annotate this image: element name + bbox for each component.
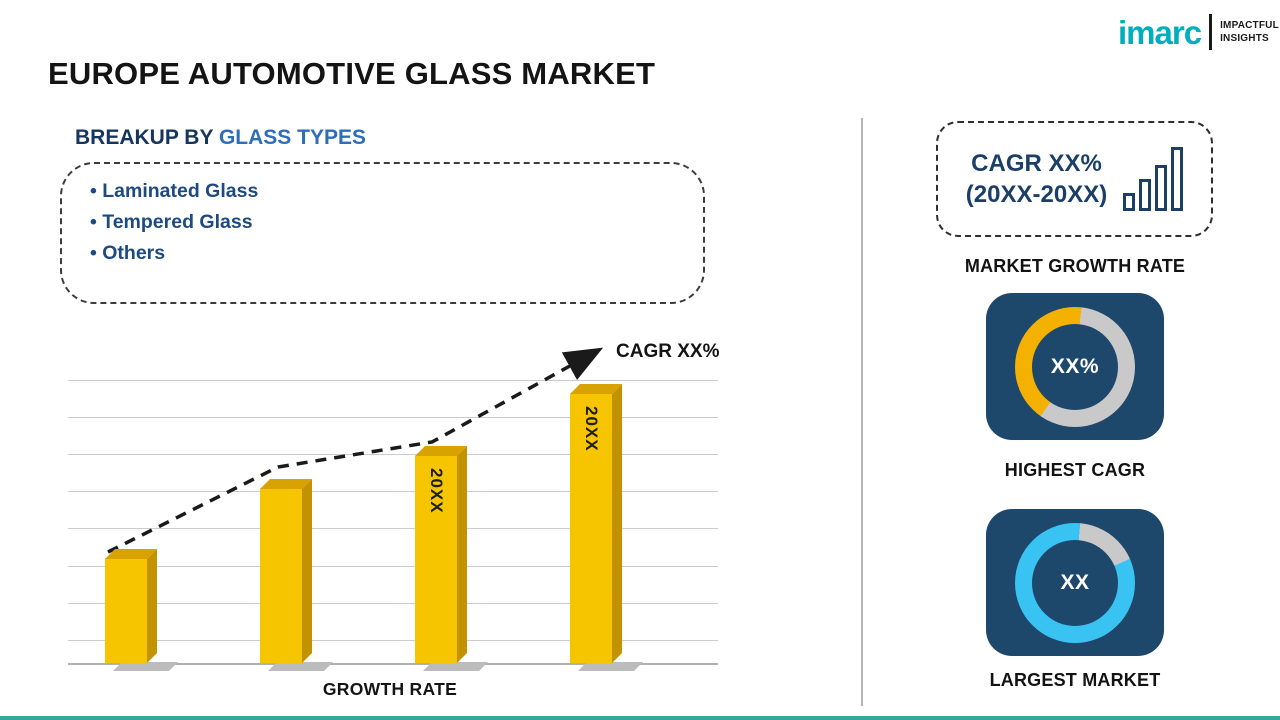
list-item: Others: [90, 238, 703, 269]
x-axis-line: [68, 663, 718, 665]
logo-tagline-line1: IMPACTFUL: [1220, 20, 1279, 31]
market-growth-card: CAGR XX% (20XX-20XX): [936, 121, 1213, 237]
bar-shadow: [268, 662, 333, 671]
gridline: [68, 639, 718, 641]
growth-card-text: CAGR XX% (20XX-20XX): [966, 148, 1107, 210]
largest-market-card: XX: [986, 509, 1164, 656]
bar-icon-segment: [1139, 179, 1152, 211]
largest-market-label: LARGEST MARKET: [989, 670, 1161, 690]
chart-bar: 20XX: [570, 394, 612, 663]
chart-bar: [260, 489, 302, 663]
logo-tagline: IMPACTFUL INSIGHTS: [1220, 19, 1279, 45]
trend-arrow: [107, 347, 604, 554]
gridline: [68, 602, 718, 604]
bar-icon-segment: [1123, 193, 1136, 211]
breakup-heading-prefix: BREAKUP BY: [75, 126, 219, 149]
market-growth-rate-label: MARKET GROWTH RATE: [964, 256, 1186, 276]
growth-card-line2: (20XX-20XX): [965, 181, 1108, 208]
highest-cagr-label: HIGHEST CAGR: [1004, 460, 1146, 480]
glass-types-box: Laminated GlassTempered GlassOthers: [60, 162, 705, 304]
breakup-heading: BREAKUP BY GLASS TYPES: [75, 126, 366, 150]
bottom-accent-bar: [0, 716, 1280, 720]
chart-bar: [105, 559, 147, 663]
page-title: EUROPE AUTOMOTIVE GLASS MARKET: [48, 56, 656, 91]
highest-cagr-card: XX%: [986, 293, 1164, 440]
bar-icon-segment: [1171, 147, 1184, 211]
bar-label: 20XX: [427, 468, 446, 514]
list-item: Tempered Glass: [90, 207, 703, 238]
logo-brand-text: imarc: [1118, 13, 1202, 51]
highest-cagr-donut: XX%: [1015, 306, 1135, 427]
x-axis-title: GROWTH RATE: [322, 679, 458, 699]
bar-shadow: [423, 662, 488, 671]
bar-chart-plot: 20XX 20XX: [60, 335, 760, 680]
vertical-divider: [861, 118, 863, 706]
glass-types-list: Laminated GlassTempered GlassOthers: [90, 176, 703, 269]
logo-tagline-line2: INSIGHTS: [1220, 33, 1269, 44]
logo-separator: [1209, 14, 1213, 50]
largest-market-value: XX: [1032, 539, 1118, 626]
bar-label: 20XX: [582, 406, 601, 452]
imarc-logo: imarc IMPACTFUL INSIGHTS: [1118, 14, 1279, 50]
gridline: [68, 380, 718, 381]
growth-card-line1: CAGR XX%: [971, 149, 1102, 177]
highest-cagr-value: XX%: [1032, 323, 1118, 410]
bar-icon-segment: [1155, 165, 1168, 211]
bar-chart-icon: [1123, 147, 1184, 211]
gridline: [68, 565, 718, 567]
largest-market-donut: XX: [1015, 522, 1135, 643]
list-item: Laminated Glass: [90, 176, 703, 207]
cagr-trend-label: CAGR XX%: [616, 341, 720, 362]
chart-bar: 20XX: [415, 456, 457, 663]
breakup-heading-highlight: GLASS TYPES: [218, 126, 366, 149]
bar-shadow: [578, 662, 643, 671]
bar-shadow: [113, 662, 178, 671]
